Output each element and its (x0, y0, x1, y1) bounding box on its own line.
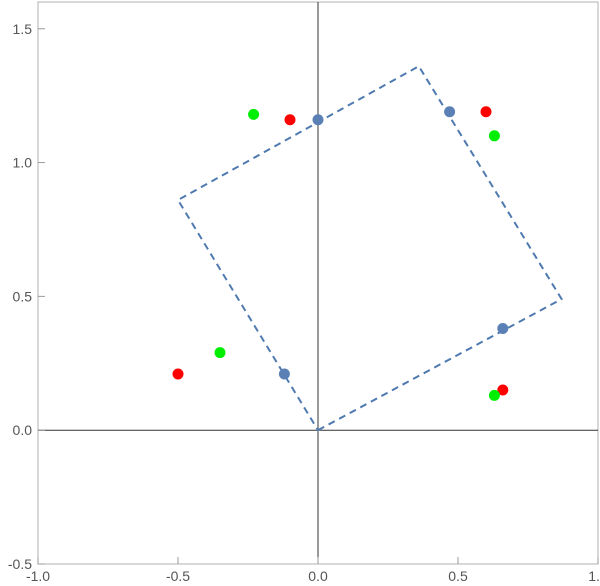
data-point (172, 368, 184, 380)
y-tick-label: 1.0 (13, 155, 33, 171)
y-tick-label: 0.0 (13, 422, 33, 438)
data-point (444, 106, 456, 118)
axis-ticks: -1.0-0.50.00.51.0-0.50.00.51.01.5 (8, 21, 600, 584)
data-point (248, 108, 260, 120)
x-tick-label: 0.5 (448, 568, 468, 584)
data-point (488, 389, 500, 401)
polygon-outline (176, 64, 564, 432)
y-tick-label: 0.5 (13, 288, 33, 304)
x-tick-label: -1.0 (26, 568, 50, 584)
data-point (480, 106, 492, 118)
data-point (278, 368, 290, 380)
data-point (214, 347, 226, 359)
origin-axes (38, 2, 598, 564)
data-point (488, 130, 500, 142)
y-tick-label: -0.5 (8, 556, 32, 572)
x-tick-label: 1.0 (588, 568, 600, 584)
dashed-polygon (176, 64, 564, 432)
x-tick-label: 0.0 (308, 568, 328, 584)
data-point (284, 114, 296, 126)
y-tick-label: 1.5 (13, 21, 33, 37)
data-points (172, 106, 509, 401)
x-tick-label: -0.5 (166, 568, 190, 584)
data-point (312, 114, 324, 126)
data-point (497, 384, 509, 396)
data-point (497, 322, 509, 334)
